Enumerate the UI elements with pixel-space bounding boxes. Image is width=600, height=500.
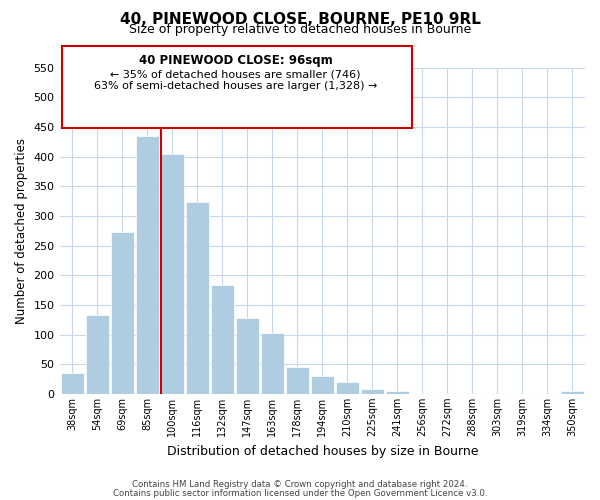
Bar	[161, 154, 184, 394]
Bar	[185, 202, 209, 394]
Y-axis label: Number of detached properties: Number of detached properties	[15, 138, 28, 324]
FancyBboxPatch shape	[62, 46, 412, 128]
Bar	[311, 376, 334, 394]
Bar	[561, 391, 584, 394]
Bar	[361, 389, 384, 394]
Text: Size of property relative to detached houses in Bourne: Size of property relative to detached ho…	[129, 22, 471, 36]
Text: 40, PINEWOOD CLOSE, BOURNE, PE10 9RL: 40, PINEWOOD CLOSE, BOURNE, PE10 9RL	[119, 12, 481, 28]
Text: 63% of semi-detached houses are larger (1,328) →: 63% of semi-detached houses are larger (…	[94, 81, 377, 91]
Text: Contains HM Land Registry data © Crown copyright and database right 2024.: Contains HM Land Registry data © Crown c…	[132, 480, 468, 489]
Text: Contains public sector information licensed under the Open Government Licence v3: Contains public sector information licen…	[113, 488, 487, 498]
Text: ← 35% of detached houses are smaller (746): ← 35% of detached houses are smaller (74…	[110, 69, 361, 79]
Bar	[86, 315, 109, 394]
Bar	[136, 136, 158, 394]
Bar	[386, 391, 409, 394]
Text: 40 PINEWOOD CLOSE: 96sqm: 40 PINEWOOD CLOSE: 96sqm	[139, 54, 332, 68]
Bar	[261, 333, 284, 394]
Bar	[61, 373, 83, 394]
X-axis label: Distribution of detached houses by size in Bourne: Distribution of detached houses by size …	[167, 444, 478, 458]
Bar	[110, 232, 134, 394]
Bar	[236, 318, 259, 394]
Bar	[286, 366, 309, 394]
Bar	[211, 286, 233, 394]
Bar	[336, 382, 359, 394]
